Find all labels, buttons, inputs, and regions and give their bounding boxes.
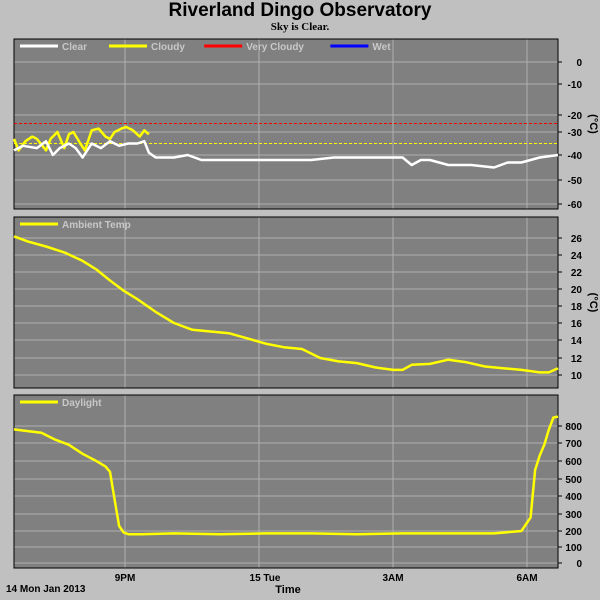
x-tick-label: 15 Tue bbox=[250, 573, 281, 584]
y-tick-label: -60 bbox=[568, 200, 583, 211]
y-axis-unit-label: (°C) bbox=[587, 114, 599, 134]
x-tick-label: 3AM bbox=[382, 573, 403, 584]
y-tick-label: 300 bbox=[565, 510, 582, 521]
y-tick-label: 24 bbox=[571, 251, 583, 262]
series-line-clear bbox=[13, 139, 559, 169]
y-tick-label: -10 bbox=[568, 80, 583, 91]
y-tick-label: 0 bbox=[576, 559, 582, 570]
y-tick-label: 10 bbox=[571, 371, 583, 382]
y-tick-label: 16 bbox=[571, 319, 583, 330]
y-tick-label: 800 bbox=[565, 422, 582, 433]
y-tick-label: -20 bbox=[568, 111, 583, 122]
y-tick-label: 18 bbox=[571, 302, 583, 313]
y-tick-label: 26 bbox=[571, 234, 583, 245]
y-tick-label: 700 bbox=[565, 439, 582, 450]
y-tick-label: -30 bbox=[568, 128, 583, 139]
y-tick-label: 600 bbox=[565, 457, 582, 468]
legend-label-daylight: Daylight bbox=[62, 398, 102, 409]
y-tick-label: 14 bbox=[571, 336, 583, 347]
y-tick-label: 20 bbox=[571, 285, 583, 296]
plot-area-ambient bbox=[14, 217, 558, 388]
y-axis-unit-label: (°C) bbox=[587, 293, 599, 313]
chart-subtitle: Sky is Clear. bbox=[270, 21, 330, 33]
y-tick-label: 200 bbox=[565, 527, 582, 538]
plot-frame bbox=[13, 216, 559, 389]
y-tick-label: 400 bbox=[565, 492, 582, 503]
plot-frame bbox=[13, 394, 559, 569]
y-tick-label: -50 bbox=[568, 176, 583, 187]
x-tick-label: 9PM bbox=[115, 573, 136, 584]
x-axis-label: Time bbox=[275, 584, 301, 596]
y-tick-label: 500 bbox=[565, 475, 582, 486]
y-tick-label: 100 bbox=[565, 543, 582, 554]
legend-label-clear: Clear bbox=[62, 42, 87, 53]
legend-label-cloudy: Cloudy bbox=[151, 42, 185, 53]
legend-label-very-cloudy: Very Cloudy bbox=[246, 42, 304, 53]
series-line-cloudy bbox=[12, 125, 150, 152]
chart-title: Riverland Dingo Observatory bbox=[168, 0, 432, 21]
x-tick-label: 6AM bbox=[516, 573, 537, 584]
legend-label-ambient-temp: Ambient Temp bbox=[62, 220, 131, 231]
date-label: 14 Mon Jan 2013 bbox=[6, 584, 86, 595]
y-tick-label: 22 bbox=[571, 268, 583, 279]
legend-label-wet: Wet bbox=[372, 42, 391, 53]
y-tick-label: -40 bbox=[568, 151, 583, 162]
y-tick-label: 12 bbox=[571, 354, 583, 365]
series-line-ambient-temp bbox=[13, 235, 559, 374]
series-line-daylight bbox=[13, 415, 559, 536]
plot-area-daylight bbox=[14, 395, 558, 568]
y-tick-label: 0 bbox=[576, 58, 582, 69]
